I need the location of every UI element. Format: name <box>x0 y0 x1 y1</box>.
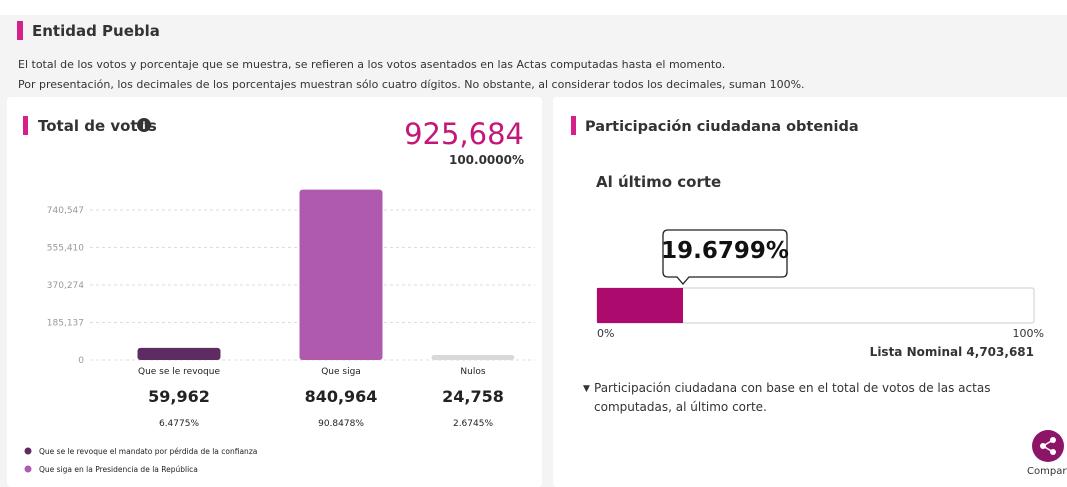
share-button[interactable] <box>1032 430 1064 462</box>
note-box: Participación ciudadana con base en el t… <box>594 381 991 414</box>
value-label: 840,964 <box>305 387 378 406</box>
participation-bar <box>597 288 684 323</box>
y-tick-label: 185,137 <box>47 319 84 329</box>
legend-label: Que se le revoque el mandato por pérdida… <box>39 447 257 456</box>
share-label[interactable]: Comparti <box>1027 466 1067 477</box>
note: Por presentación, los decimales de los p… <box>18 78 805 91</box>
bar <box>299 189 383 360</box>
bullet: ▼ <box>583 384 590 394</box>
x-tick-label: 0% <box>597 327 614 340</box>
total-card <box>7 97 542 487</box>
bar <box>431 354 515 360</box>
category-label: Que se le revoque <box>138 367 220 377</box>
legend-swatch <box>24 465 32 473</box>
y-tick-label: 370,274 <box>47 281 84 291</box>
note: El total de los votos y porcentaje que s… <box>18 58 726 71</box>
top-strip <box>0 0 1067 15</box>
accent <box>23 116 28 135</box>
legend-label: Que siga en la Presidencia de la Repúbli… <box>39 465 198 474</box>
callout <box>662 229 788 285</box>
value-label: 59,962 <box>148 387 210 406</box>
accent <box>571 116 576 135</box>
y-tick-label: 740,547 <box>47 206 84 216</box>
accent <box>17 21 23 40</box>
nominal-list: Lista Nominal 4,703,681 <box>870 345 1034 359</box>
category-label: Nulos <box>460 367 485 377</box>
card-title: Participación ciudadana obtenida <box>585 119 859 135</box>
x-tick-label: 100% <box>1013 327 1044 340</box>
percent-label: 90.8478% <box>318 419 364 429</box>
callout-label: 19.6799% <box>661 238 789 264</box>
share-icon-lines <box>1041 439 1054 453</box>
percent-label: 2.6745% <box>453 419 493 429</box>
info-glyph: i <box>142 121 145 132</box>
percent-label: 6.4775% <box>159 419 199 429</box>
y-tick-label: 555,410 <box>47 244 84 254</box>
legend-swatch <box>24 447 32 455</box>
subtitle: Al último corte <box>596 173 721 191</box>
canvas: Total de votos i 925,684 100.0000% 0 185,… <box>23 116 1067 477</box>
category-label: Que siga <box>321 367 361 377</box>
bar <box>137 347 221 360</box>
card-title: Total de votos <box>38 117 157 135</box>
total-percent: 100.0000% <box>449 153 524 167</box>
value-label: 24,758 <box>442 387 504 406</box>
note: Participación ciudadana con base en el t… <box>594 381 991 414</box>
y-tick-label: 0 <box>78 356 84 366</box>
total: 925,684 <box>404 117 524 151</box>
info-icon[interactable] <box>137 118 151 132</box>
header-title: Entidad Puebla <box>32 22 160 40</box>
